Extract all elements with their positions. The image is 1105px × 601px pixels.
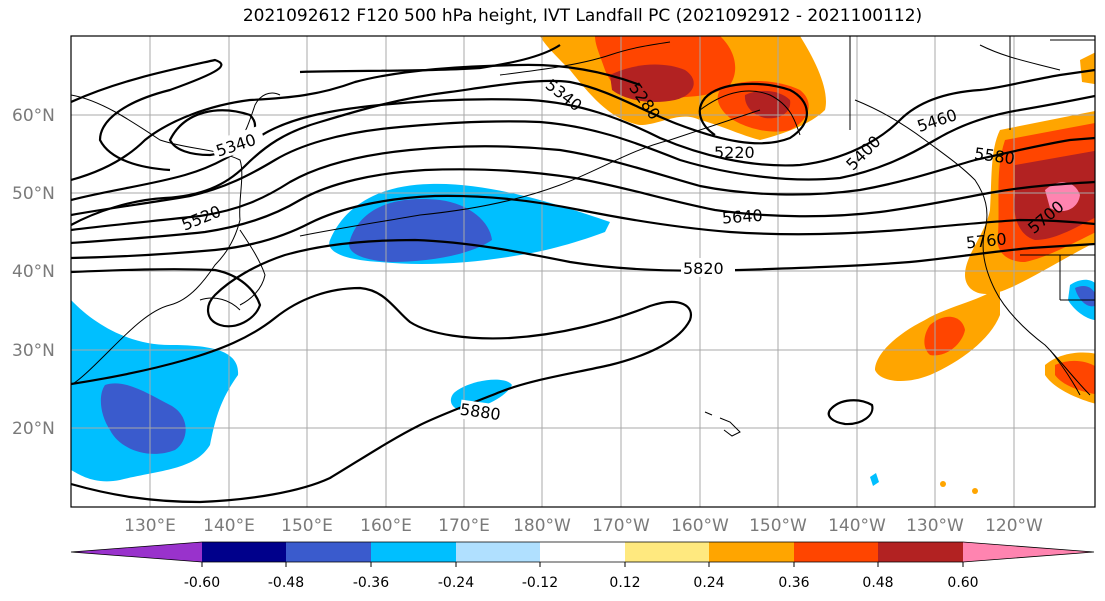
lon-label: 140°W xyxy=(828,516,886,536)
lon-label: 160°E xyxy=(360,516,412,536)
colorbar-swatch xyxy=(878,542,963,562)
longitude-labels: 130°E 140°E 150°E 160°E 170°E 180°W 170°… xyxy=(124,516,1043,536)
colorbar-tick-label: -0.24 xyxy=(438,575,474,591)
colorbar-tick-label: -0.36 xyxy=(353,575,389,591)
colorbar-tick-label: 0.24 xyxy=(693,575,724,591)
contour-label: 5760 xyxy=(965,229,1007,252)
contour-label: 5820 xyxy=(683,259,724,278)
colorbar-swatch xyxy=(202,542,286,562)
map-title: 2021092612 F120 500 hPa height, IVT Land… xyxy=(242,6,923,26)
lat-label: 40°N xyxy=(12,262,55,282)
latitude-labels: 60°N 50°N 40°N 30°N 20°N xyxy=(12,106,55,439)
lat-label: 50°N xyxy=(12,184,55,204)
colorbar-swatch xyxy=(709,542,794,562)
colorbar-swatch xyxy=(286,542,371,562)
graticule xyxy=(71,36,1095,507)
lon-label: 120°W xyxy=(985,516,1043,536)
colorbar-swatch xyxy=(963,542,1094,562)
lon-label: 160°W xyxy=(671,516,729,536)
lon-label: 140°E xyxy=(203,516,255,536)
lon-label: 170°E xyxy=(438,516,490,536)
lat-label: 20°N xyxy=(12,419,55,439)
lon-label: 150°E xyxy=(281,516,333,536)
colorbar-swatch xyxy=(71,542,202,562)
lat-label: 30°N xyxy=(12,341,55,361)
colorbar-swatch xyxy=(625,542,709,562)
lon-label: 170°W xyxy=(592,516,650,536)
lon-label: 180°W xyxy=(513,516,571,536)
colorbar-tick-label: -0.60 xyxy=(184,575,220,591)
colorbar-tick-label: -0.48 xyxy=(268,575,304,591)
colorbar-tick-label: 0.60 xyxy=(947,575,978,591)
contour-label: 5220 xyxy=(714,143,755,162)
colorbar-tick-label: -0.12 xyxy=(522,575,558,591)
lon-label: 130°W xyxy=(906,516,964,536)
positive-ivt-shading xyxy=(540,36,1095,494)
height-contours xyxy=(71,44,1095,504)
lat-label: 60°N xyxy=(12,106,55,126)
lon-label: 150°W xyxy=(749,516,807,536)
contour-label-group: 5340 5340 5280 5220 5400 5460 5580 5520 … xyxy=(179,75,1068,426)
colorbar-swatch xyxy=(456,542,540,562)
contour-label: 5640 xyxy=(721,206,763,228)
coastlines xyxy=(71,36,1095,437)
colorbar-tick-label: 0.36 xyxy=(778,575,809,591)
colorbar-tick-labels: -0.60 -0.48 -0.36 -0.24 -0.12 0.12 0.24 … xyxy=(184,575,979,591)
map-frame xyxy=(70,35,1096,508)
colorbar-swatch xyxy=(540,542,625,562)
lon-label: 130°E xyxy=(124,516,176,536)
colorbar-tick-label: 0.48 xyxy=(862,575,893,591)
colorbar-swatch xyxy=(794,542,878,562)
colorbar-swatch xyxy=(371,542,456,562)
colorbar-tick-label: 0.12 xyxy=(609,575,640,591)
colorbar xyxy=(70,541,1095,567)
